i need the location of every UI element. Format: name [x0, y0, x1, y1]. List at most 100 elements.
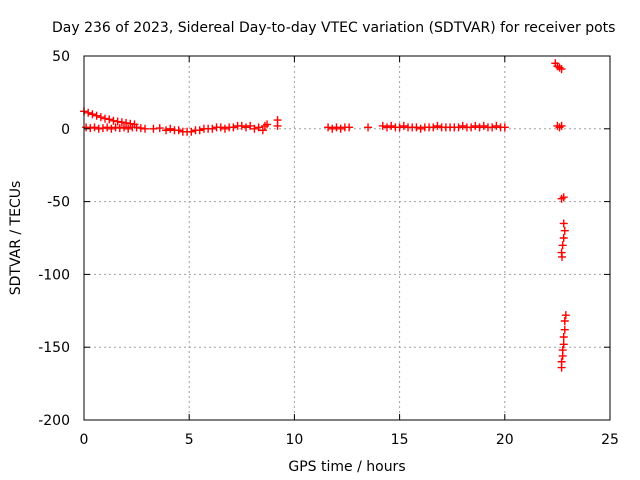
- data-point: [92, 111, 101, 120]
- data-point: [132, 123, 141, 132]
- data-point: [105, 115, 114, 124]
- data-point: [561, 311, 570, 320]
- data-point: [416, 124, 425, 133]
- data-point: [382, 123, 391, 132]
- data-point: [141, 124, 150, 133]
- data-point: [364, 123, 373, 132]
- data-series: [80, 59, 570, 372]
- data-point: [237, 121, 246, 130]
- data-point: [101, 114, 110, 123]
- data-point: [273, 121, 282, 130]
- data-point: [84, 108, 93, 117]
- x-tick-label: 5: [185, 432, 194, 448]
- y-tick-label: -100: [38, 267, 70, 283]
- data-point: [467, 123, 476, 132]
- data-point: [90, 123, 99, 132]
- y-tick-label: -50: [47, 195, 70, 211]
- data-point: [559, 340, 568, 349]
- y-tick-label: -150: [38, 340, 70, 356]
- data-point: [117, 118, 126, 127]
- data-point: [195, 126, 204, 135]
- data-point: [122, 118, 131, 127]
- data-point: [559, 219, 568, 228]
- grid-lines: [84, 56, 610, 420]
- data-point: [94, 124, 103, 133]
- data-point: [336, 124, 345, 133]
- data-point: [395, 123, 404, 132]
- x-tick-label: 10: [285, 432, 303, 448]
- data-point: [246, 121, 255, 130]
- y-axis-label: SDTVAR / TECUs: [8, 181, 24, 296]
- data-point: [458, 121, 467, 130]
- data-point: [109, 116, 118, 125]
- data-point: [475, 123, 484, 132]
- data-point: [242, 123, 251, 132]
- data-point: [119, 123, 128, 132]
- data-point: [250, 124, 259, 133]
- data-point: [174, 126, 183, 135]
- data-point: [254, 123, 263, 132]
- data-point: [492, 121, 501, 130]
- data-point: [149, 124, 158, 133]
- data-point: [557, 121, 566, 130]
- data-point: [479, 121, 488, 130]
- data-point: [332, 123, 341, 132]
- data-point: [258, 126, 267, 135]
- x-axis-label: GPS time / hours: [288, 459, 405, 475]
- data-point: [113, 117, 122, 126]
- x-tick-label: 20: [496, 432, 514, 448]
- data-point: [559, 333, 568, 342]
- data-point: [412, 123, 421, 132]
- x-tick-label: 15: [391, 432, 409, 448]
- x-tick-label: 0: [80, 432, 89, 448]
- data-point: [560, 316, 569, 325]
- data-point: [399, 121, 408, 130]
- data-point: [557, 65, 566, 74]
- y-tick-label: -200: [38, 413, 70, 429]
- data-point: [328, 124, 337, 133]
- data-point: [88, 110, 97, 119]
- data-point: [559, 234, 568, 242]
- x-tick-label: 25: [601, 432, 619, 448]
- data-point: [166, 124, 175, 133]
- data-point: [208, 124, 217, 133]
- data-point: [115, 124, 124, 133]
- data-point: [560, 226, 569, 235]
- data-point: [557, 363, 566, 372]
- data-point: [429, 123, 438, 132]
- data-point: [124, 124, 133, 133]
- data-point: [96, 113, 105, 122]
- data-point: [220, 124, 229, 133]
- data-point: [559, 193, 568, 202]
- data-point: [187, 127, 196, 136]
- data-point: [263, 120, 272, 129]
- data-point: [387, 121, 396, 130]
- data-point: [216, 123, 225, 132]
- data-point: [488, 123, 497, 132]
- data-point: [345, 123, 354, 132]
- y-tick-label: 50: [52, 49, 70, 65]
- data-point: [82, 123, 91, 132]
- chart-title: Day 236 of 2023, Sidereal Day-to-day VTE…: [52, 20, 615, 36]
- data-point: [454, 123, 463, 132]
- data-point: [111, 123, 120, 132]
- axis-ticks: 0 5 10 15 20 25 -200 -150 -100 -50 0 50: [38, 49, 619, 448]
- data-point: [471, 121, 480, 130]
- data-point: [103, 123, 112, 132]
- data-point: [136, 124, 145, 133]
- data-point: [107, 124, 116, 133]
- data-point: [433, 121, 442, 130]
- data-point: [500, 123, 509, 132]
- data-point: [378, 121, 387, 130]
- data-point: [86, 124, 95, 133]
- data-point: [558, 252, 567, 261]
- data-point: [324, 123, 333, 132]
- data-point: [155, 124, 164, 133]
- plot-frame: [83, 55, 611, 421]
- data-point: [558, 241, 567, 250]
- data-point: [560, 325, 569, 334]
- y-tick-label: 0: [61, 122, 70, 138]
- data-point: [229, 123, 238, 132]
- data-point: [98, 124, 107, 133]
